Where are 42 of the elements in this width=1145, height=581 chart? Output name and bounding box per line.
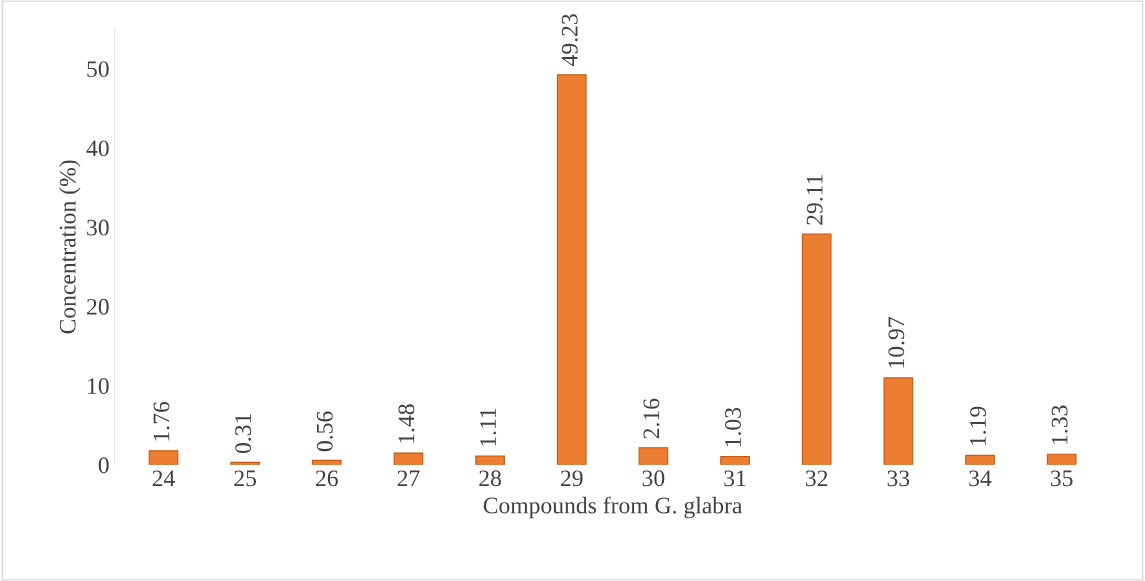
bar [393, 452, 424, 465]
data-label: 0.31 [235, 414, 252, 454]
data-label: 0.56 [316, 411, 333, 452]
x-tick-label: 32 [806, 470, 828, 487]
x-tick-label: 25 [234, 470, 257, 487]
data-label: 1.48 [398, 404, 415, 443]
bar [965, 454, 995, 465]
y-tick-label: 10 [88, 378, 109, 394]
x-tick-label: 33 [887, 470, 910, 487]
x-tick-label: 34 [969, 470, 992, 487]
y-axis-title: Concentration (%) [59, 160, 81, 334]
data-label: 1.33 [1051, 405, 1068, 444]
data-label: 29.11 [806, 175, 823, 225]
data-label: 1.11 [480, 408, 497, 446]
data-label: 10.97 [888, 317, 905, 368]
data-label: 2.16 [643, 398, 660, 439]
data-label: 1.76 [153, 401, 170, 441]
bar [720, 456, 750, 465]
y-tick-label: 0 [98, 457, 109, 474]
x-tick-label: 31 [724, 470, 746, 487]
bar [556, 74, 587, 465]
data-label: 1.19 [970, 406, 987, 445]
x-tick-label: 27 [397, 470, 420, 487]
bar [148, 450, 179, 465]
y-tick-label: 30 [87, 219, 109, 236]
x-tick-label: 24 [152, 470, 175, 487]
y-tick-label: 50 [87, 61, 109, 78]
bar [638, 447, 669, 465]
bar [801, 233, 832, 465]
x-tick-label: 26 [316, 470, 338, 487]
x-axis-title: Compounds from G. glabra [483, 496, 743, 519]
y-tick-label: 40 [86, 140, 109, 157]
x-tick-label: 28 [479, 470, 501, 487]
x-tick-label: 30 [642, 470, 665, 487]
bar [883, 377, 914, 465]
x-tick-label: 29 [560, 470, 583, 487]
y-tick-label: 20 [87, 298, 109, 315]
data-label: 1.03 [725, 407, 742, 447]
bar [475, 455, 505, 465]
data-label: 49.23 [561, 14, 578, 66]
bar [1046, 453, 1077, 465]
x-tick-label: 35 [1050, 470, 1073, 487]
